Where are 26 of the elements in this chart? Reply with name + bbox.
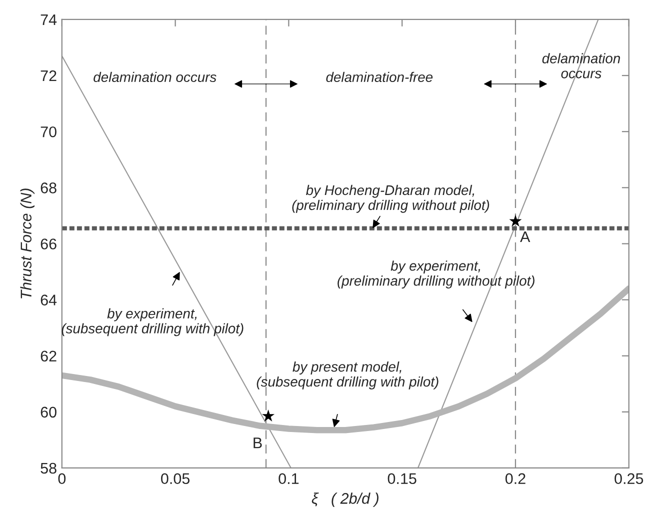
x-tick-label: 0.1 bbox=[278, 473, 299, 484]
annotation: by experiment, (subsequent drilling with pilot) bbox=[62, 308, 244, 336]
x-tick-label: 0.05 bbox=[161, 473, 190, 484]
y-tick-label: 62 bbox=[40, 350, 56, 362]
annotation: A bbox=[520, 232, 530, 242]
x-tick-label: 0.15 bbox=[388, 473, 416, 484]
y-tick-label: 60 bbox=[40, 406, 56, 418]
x-tick-label: 0.2 bbox=[505, 473, 526, 484]
y-tick-label: 66 bbox=[40, 238, 56, 250]
annotation: by Hocheng-Dharan model, (preliminary drilling without pilot) bbox=[292, 184, 490, 213]
y-tick-label: 74 bbox=[40, 14, 57, 25]
x-tick-label: 0 bbox=[58, 473, 66, 484]
y-tick-label: 72 bbox=[40, 70, 56, 82]
x-axis-title: ξ ( 2b/d ) bbox=[312, 492, 378, 507]
y-tick-label: 68 bbox=[40, 182, 56, 194]
annotation: delamination-free bbox=[326, 72, 433, 82]
annotation: B bbox=[254, 438, 262, 448]
x-tick-label: 0.25 bbox=[614, 473, 644, 484]
annotation: delamination occurs bbox=[542, 53, 620, 78]
annotation: by experiment, (preliminary drilling without pilot) bbox=[338, 260, 534, 288]
y-axis-title: Thrust Force (N) bbox=[20, 188, 35, 298]
annotation: delamination occurs bbox=[94, 72, 216, 82]
y-tick-label: 58 bbox=[40, 462, 56, 474]
y-tick-label: 70 bbox=[40, 126, 56, 138]
annotation: by present model, (subsequent drilling with pilot) bbox=[256, 362, 438, 390]
y-tick-label: 64 bbox=[40, 294, 57, 306]
